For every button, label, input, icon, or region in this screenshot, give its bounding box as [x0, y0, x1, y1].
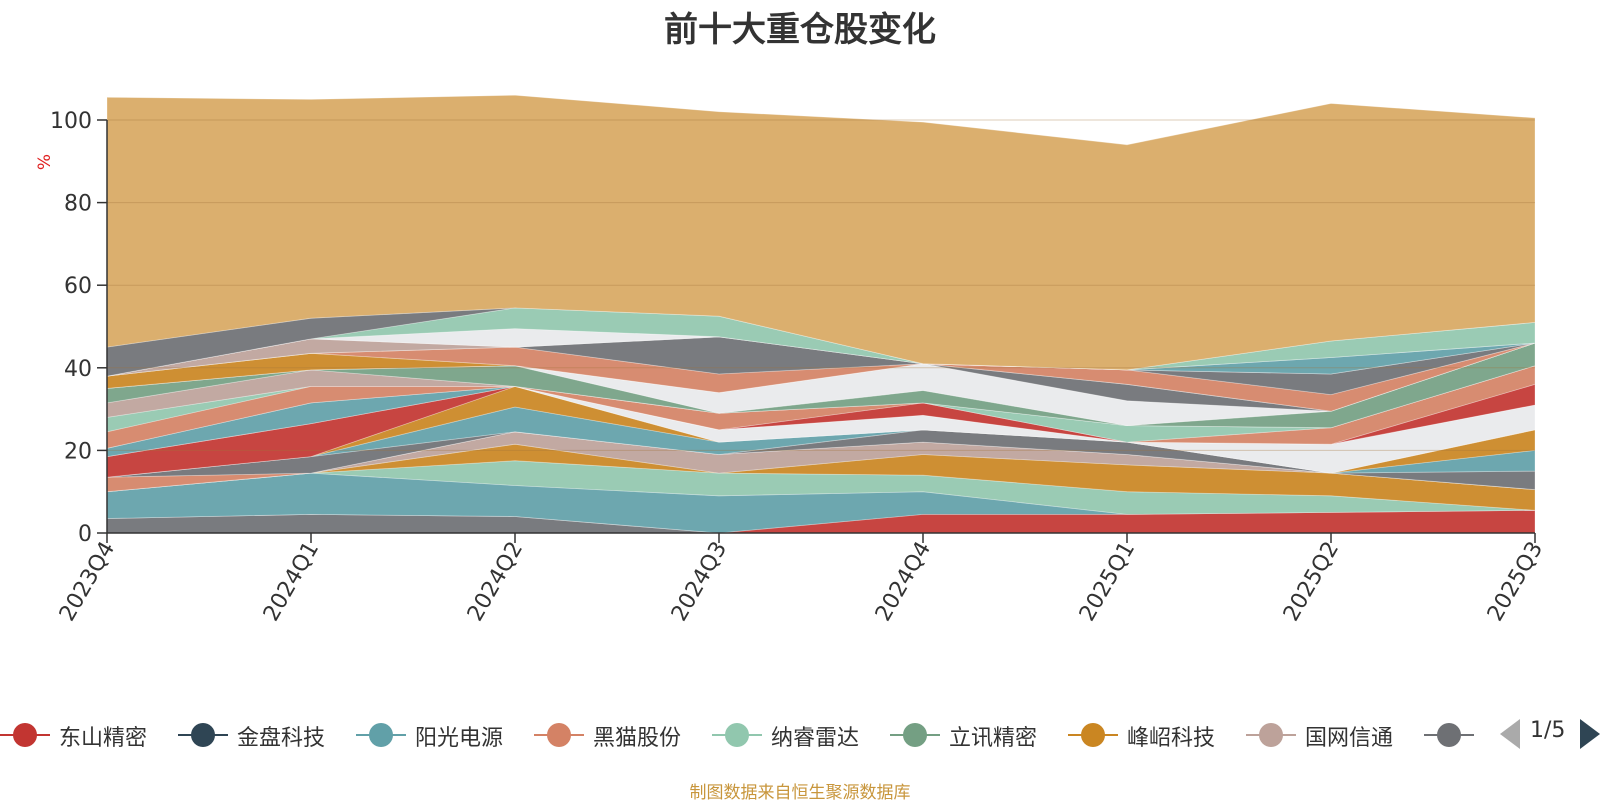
area-series-12	[106, 385, 1536, 474]
legend-item[interactable]: 峰岹科技	[1068, 712, 1246, 758]
legend-circle-marker	[903, 723, 927, 747]
legend-circle-marker	[369, 723, 393, 747]
legend-label: 金盘科技	[237, 726, 326, 751]
y-tick-label: 0	[78, 522, 92, 547]
x-tick-label: 2024Q4	[871, 538, 936, 626]
legend-item[interactable]: 东山精密	[0, 712, 178, 758]
legend-item[interactable]: 阳光电源	[356, 712, 534, 758]
x-tick-label: 2024Q3	[667, 538, 732, 626]
legend-label: 立讯精密	[949, 726, 1038, 751]
stacked-area-chart: 0 20 40 60 80 100 2023Q4 2024Q1 2024Q2 2024Q3 2024…	[35, 94, 1548, 626]
area-series-layer	[106, 94, 1536, 534]
legend-circle-marker	[1081, 723, 1105, 747]
legend-prev-arrow-icon[interactable]	[1500, 719, 1520, 749]
x-tick-label: 2024Q1	[259, 538, 324, 626]
x-tick-label: 2025Q2	[1279, 538, 1344, 626]
legend-circle-marker	[1259, 723, 1283, 747]
x-tick-label: 2025Q1	[1075, 538, 1140, 626]
y-tick-label: 100	[50, 109, 92, 134]
legend-item[interactable]: 黑猫股份	[534, 712, 712, 758]
legend-label: 纳睿雷达	[771, 726, 860, 751]
x-tick-label: 2024Q2	[463, 538, 528, 626]
legend-circle-marker	[1437, 723, 1461, 747]
legend-circle-marker	[13, 723, 37, 747]
source-note: 制图数据来自恒生聚源数据库	[689, 783, 911, 803]
legend-label: 国网信通	[1305, 726, 1394, 751]
chart-title: 前十大重仓股变化	[664, 10, 936, 50]
legend-item[interactable]: 国网信通	[1246, 712, 1424, 758]
y-axis-unit-label: %	[35, 154, 55, 170]
legend-circle-marker	[547, 723, 571, 747]
x-tick-label: 2023Q4	[55, 538, 120, 626]
legend-circle-marker	[191, 723, 215, 747]
y-tick-label: 40	[64, 357, 92, 382]
legend: 东山精密 金盘科技 阳光电源 黑猫股份 纳睿雷达 立讯精密 峰岹科技 国网信通	[0, 712, 1505, 758]
legend-item[interactable]: 立讯精密	[890, 712, 1068, 758]
legend-label: 黑猫股份	[593, 726, 682, 751]
area-series-29	[106, 94, 1536, 371]
y-tick-label: 60	[64, 274, 92, 299]
y-tick-label: 20	[64, 439, 92, 464]
y-tick-label: 80	[64, 192, 92, 217]
legend-circle-marker	[725, 723, 749, 747]
legend-label: 阳光电源	[415, 726, 504, 751]
legend-label: 东山精密	[59, 726, 148, 751]
legend-page-indicator: 1/5	[1530, 718, 1566, 743]
legend-item[interactable]	[1424, 712, 1505, 758]
x-tick-label: 2025Q3	[1483, 538, 1548, 626]
legend-pager: 1/5	[1500, 716, 1600, 752]
legend-next-arrow-icon[interactable]	[1580, 719, 1600, 749]
legend-item[interactable]: 纳睿雷达	[712, 712, 890, 758]
area-series-14	[106, 383, 1536, 449]
legend-item[interactable]: 金盘科技	[178, 712, 356, 758]
legend-label: 峰岹科技	[1127, 726, 1216, 751]
